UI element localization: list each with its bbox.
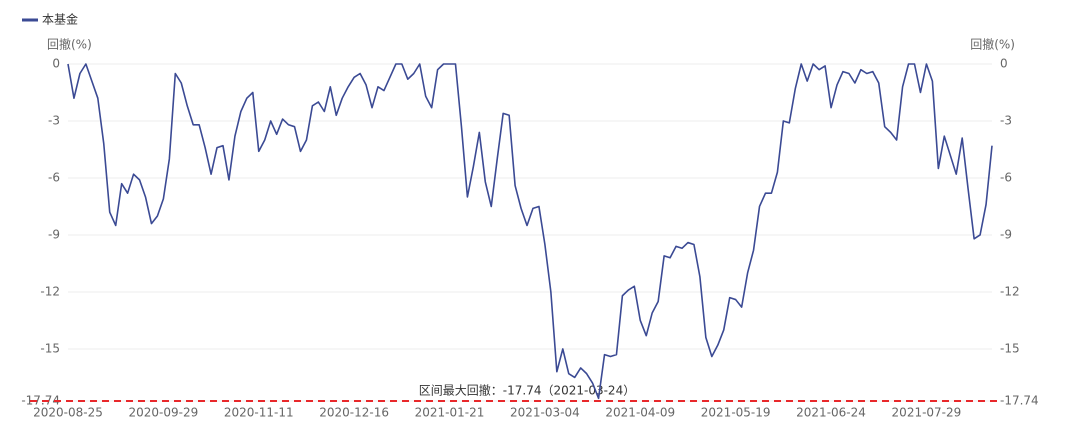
y-tick-label: 0 xyxy=(52,57,60,71)
y2-tick-label: -9 xyxy=(1000,227,1012,241)
x-tick-label: 2020-08-25 xyxy=(33,406,103,420)
y-tick-label: -9 xyxy=(48,227,60,241)
x-tick-label: 2020-12-16 xyxy=(319,406,389,420)
y2-tick-label: -3 xyxy=(1000,113,1012,127)
y-tick-label: -6 xyxy=(48,170,60,184)
y2-tick-label: -15 xyxy=(1000,341,1020,355)
x-tick-label: 2021-05-19 xyxy=(701,406,771,420)
x-tick-label: 2021-01-21 xyxy=(415,406,485,420)
x-tick-label: 2021-06-24 xyxy=(796,406,866,420)
series-line xyxy=(67,63,993,400)
x-tick-label: 2021-03-04 xyxy=(510,406,580,420)
y2-tick-label: -17.74 xyxy=(1000,394,1039,408)
x-tick-label: 2020-09-29 xyxy=(129,406,199,420)
x-tick-label: 2021-04-09 xyxy=(605,406,675,420)
y-tick-label: -15 xyxy=(40,341,60,355)
y2-tick-label: -12 xyxy=(1000,284,1020,298)
y2-tick-label: 0 xyxy=(1000,57,1008,71)
y-tick-label: -12 xyxy=(40,284,60,298)
legend-label: 本基金 xyxy=(42,12,78,27)
x-tick-label: 2021-07-29 xyxy=(892,406,962,420)
y-axis-label: 回撤(%) xyxy=(47,37,92,52)
y2-axis-label: 回撤(%) xyxy=(970,37,1015,52)
y-tick-label: -17.74 xyxy=(21,394,60,408)
y2-tick-label: -6 xyxy=(1000,170,1012,184)
x-tick-label: 2020-11-11 xyxy=(224,406,294,420)
annotation: 区间最大回撤：-17.74（2021-03-24） xyxy=(419,383,635,398)
y-tick-label: -3 xyxy=(48,113,60,127)
